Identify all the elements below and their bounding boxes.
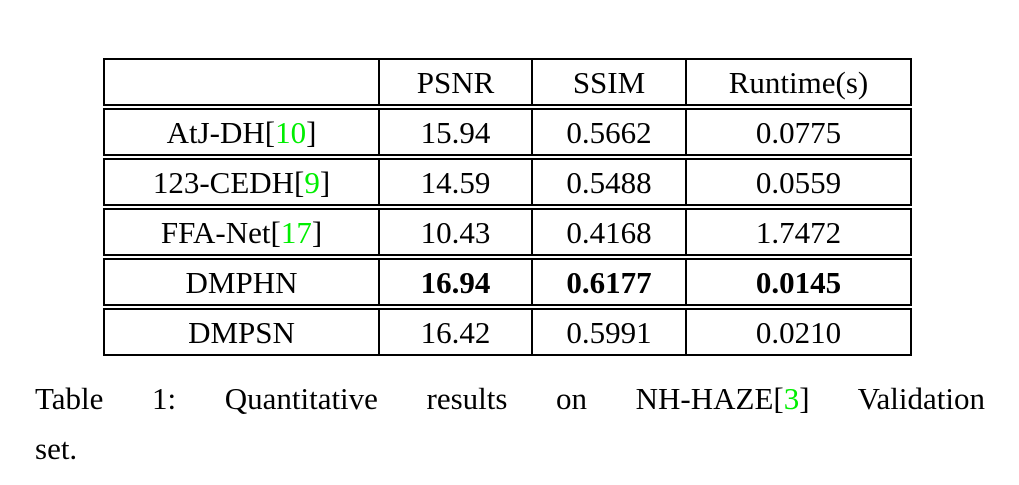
caption-line-1: Table 1: Quantitative results on NH-HAZE… <box>35 374 985 424</box>
method-name: 123-CEDH[9] <box>105 160 380 204</box>
ssim-value: 0.4168 <box>533 210 687 254</box>
method-label-suffix: ] <box>306 114 317 150</box>
header-method <box>105 60 380 104</box>
method-label-suffix: ] <box>319 164 331 200</box>
table-row-dmpsn: DMPSN 16.42 0.5991 0.0210 <box>103 308 912 356</box>
psnr-value: 14.59 <box>380 160 533 204</box>
citation-link[interactable]: 3 <box>783 381 800 416</box>
method-label: AtJ-DH[ <box>166 114 276 150</box>
ssim-value-best: 0.6177 <box>533 260 687 304</box>
table-row-123-cedh: 123-CEDH[9] 14.59 0.5488 0.0559 <box>103 158 912 206</box>
method-label: 123-CEDH[ <box>152 164 305 200</box>
psnr-value: 15.94 <box>380 110 533 154</box>
header-runtime: Runtime(s) <box>728 64 869 100</box>
method-label: DMPHN <box>185 264 298 300</box>
runtime-value: 1.7472 <box>755 214 842 250</box>
ssim-value: 0.5662 <box>533 110 687 154</box>
table-row-atj-dh: AtJ-DH[10] 15.94 0.5662 0.0775 <box>103 108 912 156</box>
psnr-value: 10.43 <box>380 210 533 254</box>
ssim-value: 0.5488 <box>533 160 687 204</box>
ssim-value: 0.5991 <box>533 310 687 354</box>
runtime-value: 0.0559 <box>755 164 842 200</box>
header-psnr: PSNR <box>380 60 533 104</box>
table-row-dmphn: DMPHN 16.94 0.6177 0.0145 <box>103 258 912 306</box>
method-name: DMPSN <box>105 310 380 354</box>
results-table: PSNR SSIM Runtime(s) AtJ-DH[10] 15.94 0.… <box>103 58 912 356</box>
header-ssim: SSIM <box>533 60 687 104</box>
method-name: AtJ-DH[10] <box>105 110 380 154</box>
table-row-ffa-net: FFA-Net[17] 10.43 0.4168 1.7472 <box>103 208 912 256</box>
method-label: FFA-Net[ <box>160 214 281 250</box>
method-label: DMPSN <box>188 314 295 350</box>
caption-text-after: ] Validation <box>799 381 985 416</box>
table-header-row: PSNR SSIM Runtime(s) <box>103 58 912 106</box>
citation-link[interactable]: 10 <box>275 114 307 150</box>
caption-line-2: set. <box>35 431 78 466</box>
runtime-value: 0.0210 <box>755 314 842 350</box>
citation-link[interactable]: 17 <box>280 214 312 250</box>
runtime-value-best: 0.0145 <box>755 264 842 300</box>
psnr-value-best: 16.94 <box>380 260 533 304</box>
table-caption: Table 1: Quantitative results on NH-HAZE… <box>35 374 985 474</box>
psnr-value: 16.42 <box>380 310 533 354</box>
caption-text: Table 1: Quantitative results on NH-HAZE… <box>35 381 784 416</box>
method-name: FFA-Net[17] <box>105 210 380 254</box>
method-name: DMPHN <box>105 260 380 304</box>
citation-link[interactable]: 9 <box>304 164 320 200</box>
runtime-value: 0.0775 <box>755 114 842 150</box>
method-label-suffix: ] <box>311 214 323 250</box>
